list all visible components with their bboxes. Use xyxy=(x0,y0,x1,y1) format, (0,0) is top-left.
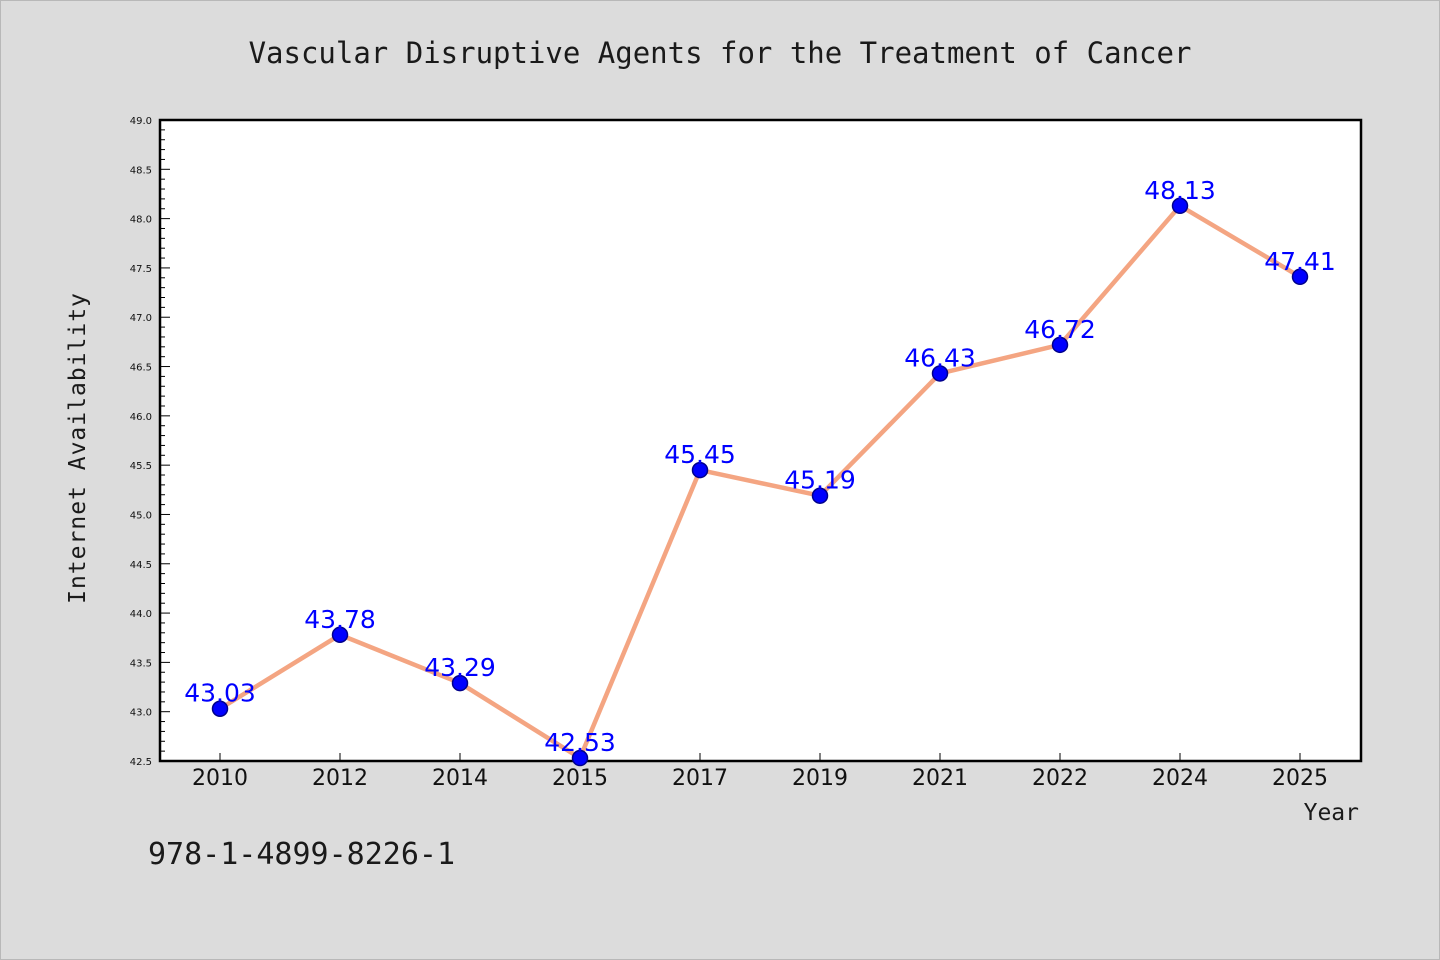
x-tick-label: 2017 xyxy=(672,766,728,791)
data-point xyxy=(331,626,349,644)
data-label: 43.78 xyxy=(304,605,376,634)
data-point xyxy=(451,674,469,692)
x-tick-label: 2014 xyxy=(432,766,488,791)
data-labels: 43.03 43.78 43.29 42.53 45.45 45.19 46.43 46.72… xyxy=(184,176,1336,757)
x-tick-label: 2024 xyxy=(1152,766,1208,791)
data-point xyxy=(1171,197,1189,215)
footer-isbn: 978-1-4899-8226-1 xyxy=(148,837,455,872)
x-tick-label: 2021 xyxy=(912,766,968,791)
data-label: 45.19 xyxy=(784,466,856,495)
x-axis-tick-labels: 2010 2012 2014 2015 2017 2019 2021 2022 2024 2025 xyxy=(192,766,1328,791)
y-tick-label: 43.0 xyxy=(130,708,152,719)
plot-area xyxy=(158,118,1363,763)
x-tick-label: 2015 xyxy=(552,766,608,791)
data-label: 48.13 xyxy=(1144,176,1216,205)
data-point xyxy=(1291,268,1309,286)
data-label: 47.41 xyxy=(1264,247,1336,276)
data-label: 45.45 xyxy=(664,440,736,469)
y-tick-label: 48.0 xyxy=(130,215,152,226)
y-tick-label: 48.5 xyxy=(130,165,152,176)
data-label: 46.72 xyxy=(1024,315,1096,344)
data-point xyxy=(931,365,949,382)
y-axis-ticks xyxy=(160,119,170,762)
y-tick-label: 47.5 xyxy=(130,264,152,275)
y-tick-label: 42.5 xyxy=(130,757,152,768)
data-label: 46.43 xyxy=(904,343,976,372)
data-point xyxy=(211,700,229,717)
y-axis-label: Internet Availability xyxy=(65,292,91,604)
y-tick-label: 45.5 xyxy=(130,461,152,472)
x-tick-label: 2019 xyxy=(792,766,848,791)
y-tick-label: 47.0 xyxy=(130,313,152,324)
x-tick-label: 2025 xyxy=(1272,766,1328,791)
series-line xyxy=(218,203,1302,761)
chart-title: Vascular Disruptive Agents for the Treat… xyxy=(249,36,1192,70)
y-tick-label: 44.5 xyxy=(130,560,152,571)
y-tick-label: 46.5 xyxy=(130,363,152,374)
y-tick-label: 43.5 xyxy=(130,658,152,669)
y-tick-label: 46.0 xyxy=(130,412,152,423)
x-axis-label: Year xyxy=(1304,800,1359,826)
data-point xyxy=(811,487,829,504)
x-tick-label: 2012 xyxy=(312,766,368,791)
data-point xyxy=(571,749,589,767)
y-tick-label: 49.0 xyxy=(130,116,152,127)
data-label: 42.53 xyxy=(544,728,616,757)
y-tick-label: 45.0 xyxy=(130,510,152,521)
y-tick-label: 44.0 xyxy=(130,609,152,620)
data-markers xyxy=(211,197,1309,767)
data-point xyxy=(691,461,709,479)
data-label: 43.29 xyxy=(424,653,496,682)
y-axis-tick-labels: 42.5 43.0 43.5 44.0 44.5 45.0 45.5 46.0 46.5 47.0… xyxy=(130,116,152,768)
x-tick-label: 2022 xyxy=(1032,766,1088,791)
x-tick-label: 2010 xyxy=(192,766,248,791)
data-label: 43.03 xyxy=(184,679,256,708)
data-point xyxy=(1051,336,1069,354)
